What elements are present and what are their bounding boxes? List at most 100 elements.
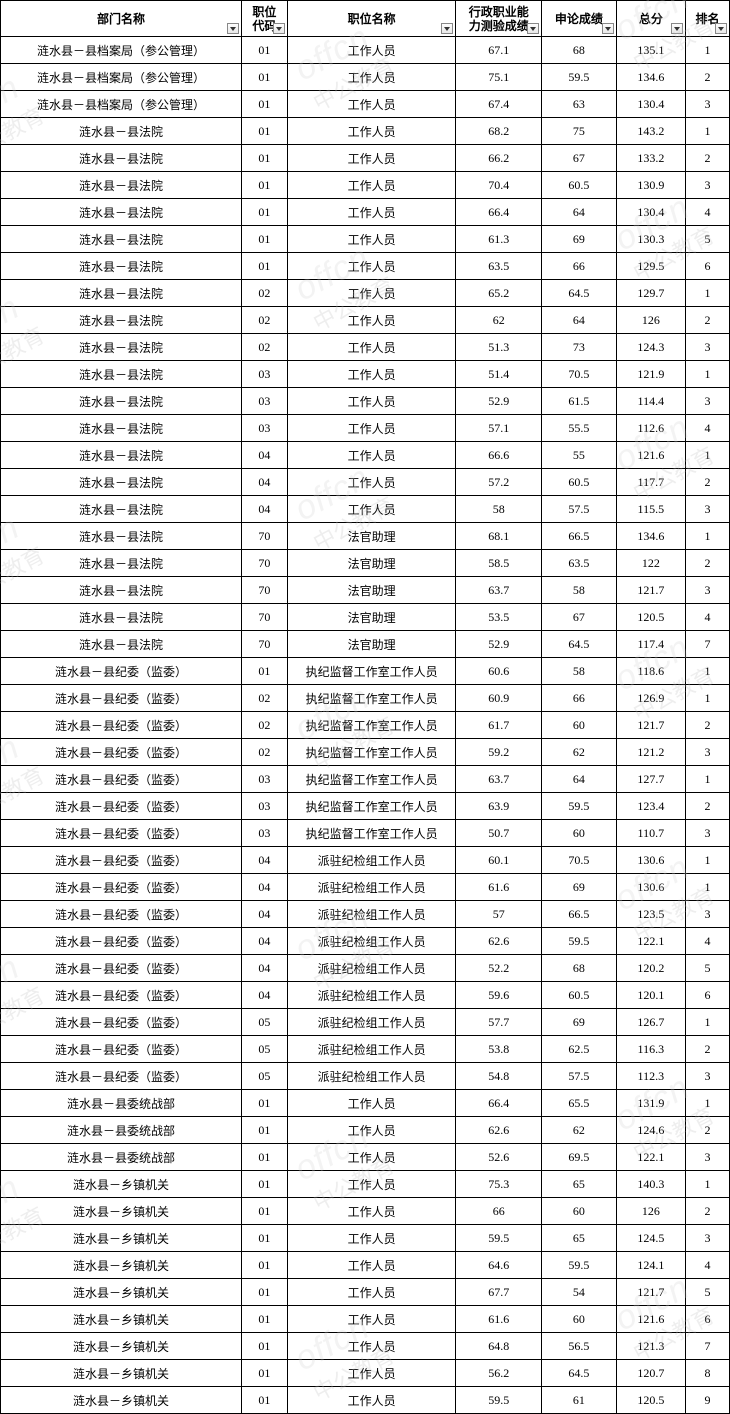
cell-tot: 134.6 — [616, 64, 685, 91]
cell-pos: 法官助理 — [287, 577, 455, 604]
cell-pos: 工作人员 — [287, 415, 455, 442]
cell-s1: 66.6 — [456, 442, 542, 469]
col-header-s2[interactable]: 申论成绩 — [542, 1, 617, 37]
cell-code: 70 — [241, 550, 287, 577]
cell-dept: 涟水县－县纪委（监委） — [1, 874, 242, 901]
cell-tot: 130.6 — [616, 847, 685, 874]
cell-dept: 涟水县－县纪委（监委） — [1, 847, 242, 874]
cell-dept: 涟水县－乡镇机关 — [1, 1360, 242, 1387]
cell-tot: 120.5 — [616, 604, 685, 631]
col-header-tot[interactable]: 总分 — [616, 1, 685, 37]
cell-code: 02 — [241, 280, 287, 307]
cell-s2: 68 — [542, 955, 617, 982]
cell-s2: 65.5 — [542, 1090, 617, 1117]
cell-pos: 工作人员 — [287, 442, 455, 469]
filter-dropdown-icon[interactable] — [227, 23, 239, 34]
table-row: 涟水县－县纪委（监委）02执纪监督工作室工作人员60.966126.91 — [1, 685, 730, 712]
cell-s1: 75.3 — [456, 1171, 542, 1198]
cell-s1: 51.4 — [456, 361, 542, 388]
cell-code: 02 — [241, 307, 287, 334]
cell-tot: 130.4 — [616, 91, 685, 118]
cell-pos: 工作人员 — [287, 388, 455, 415]
cell-dept: 涟水县－县法院 — [1, 226, 242, 253]
cell-rank: 1 — [686, 847, 730, 874]
table-row: 涟水县－县档案局（参公管理）01工作人员67.168135.11 — [1, 37, 730, 64]
cell-code: 03 — [241, 388, 287, 415]
table-row: 涟水县－乡镇机关01工作人员59.561120.59 — [1, 1387, 730, 1414]
cell-code: 05 — [241, 1009, 287, 1036]
cell-s1: 70.4 — [456, 172, 542, 199]
cell-tot: 133.2 — [616, 145, 685, 172]
cell-tot: 115.5 — [616, 496, 685, 523]
cell-rank: 7 — [686, 631, 730, 658]
cell-tot: 117.7 — [616, 469, 685, 496]
cell-tot: 126.9 — [616, 685, 685, 712]
cell-tot: 140.3 — [616, 1171, 685, 1198]
cell-code: 01 — [241, 91, 287, 118]
cell-dept: 涟水县－乡镇机关 — [1, 1279, 242, 1306]
cell-s2: 63 — [542, 91, 617, 118]
filter-dropdown-icon[interactable] — [671, 23, 683, 34]
cell-dept: 涟水县－县法院 — [1, 631, 242, 658]
col-header-s1[interactable]: 行政职业能 力测验成绩 — [456, 1, 542, 37]
filter-dropdown-icon[interactable] — [715, 23, 727, 34]
cell-pos: 工作人员 — [287, 64, 455, 91]
cell-dept: 涟水县－县档案局（参公管理） — [1, 37, 242, 64]
cell-code: 01 — [241, 658, 287, 685]
filter-dropdown-icon[interactable] — [602, 23, 614, 34]
cell-code: 04 — [241, 469, 287, 496]
cell-code: 70 — [241, 604, 287, 631]
cell-s2: 70.5 — [542, 361, 617, 388]
cell-tot: 127.7 — [616, 766, 685, 793]
cell-code: 02 — [241, 334, 287, 361]
cell-dept: 涟水县－乡镇机关 — [1, 1387, 242, 1414]
cell-s2: 66 — [542, 253, 617, 280]
table-row: 涟水县－县法院04工作人员66.655121.61 — [1, 442, 730, 469]
filter-dropdown-icon[interactable] — [527, 23, 539, 34]
cell-dept: 涟水县－县纪委（监委） — [1, 658, 242, 685]
cell-s2: 64.5 — [542, 280, 617, 307]
filter-dropdown-icon[interactable] — [441, 23, 453, 34]
cell-pos: 工作人员 — [287, 1225, 455, 1252]
table-row: 涟水县－县法院03工作人员51.470.5121.91 — [1, 361, 730, 388]
col-header-rank[interactable]: 排名 — [686, 1, 730, 37]
table-row: 涟水县－乡镇机关01工作人员64.856.5121.37 — [1, 1333, 730, 1360]
cell-s2: 66.5 — [542, 523, 617, 550]
cell-code: 04 — [241, 955, 287, 982]
cell-s2: 67 — [542, 604, 617, 631]
table-row: 涟水县－乡镇机关01工作人员67.754121.75 — [1, 1279, 730, 1306]
cell-dept: 涟水县－县委统战部 — [1, 1090, 242, 1117]
cell-rank: 3 — [686, 334, 730, 361]
cell-tot: 116.3 — [616, 1036, 685, 1063]
cell-code: 70 — [241, 523, 287, 550]
cell-s2: 75 — [542, 118, 617, 145]
col-header-code[interactable]: 职位 代码 — [241, 1, 287, 37]
cell-pos: 派驻纪检组工作人员 — [287, 928, 455, 955]
cell-tot: 121.2 — [616, 739, 685, 766]
cell-s1: 63.7 — [456, 577, 542, 604]
table-row: 涟水县－县纪委（监委）04派驻纪检组工作人员59.660.5120.16 — [1, 982, 730, 1009]
cell-dept: 涟水县－县法院 — [1, 604, 242, 631]
cell-rank: 3 — [686, 1063, 730, 1090]
cell-tot: 120.7 — [616, 1360, 685, 1387]
col-header-dept[interactable]: 部门名称 — [1, 1, 242, 37]
cell-pos: 工作人员 — [287, 199, 455, 226]
cell-s2: 63.5 — [542, 550, 617, 577]
table-row: 涟水县－县纪委（监委）03执纪监督工作室工作人员50.760110.73 — [1, 820, 730, 847]
cell-rank: 8 — [686, 1360, 730, 1387]
cell-s1: 64.6 — [456, 1252, 542, 1279]
cell-s1: 59.5 — [456, 1387, 542, 1414]
cell-s2: 69 — [542, 1009, 617, 1036]
col-header-pos[interactable]: 职位名称 — [287, 1, 455, 37]
cell-code: 02 — [241, 712, 287, 739]
cell-pos: 工作人员 — [287, 1144, 455, 1171]
cell-rank: 1 — [686, 874, 730, 901]
cell-tot: 135.1 — [616, 37, 685, 64]
cell-dept: 涟水县－县法院 — [1, 442, 242, 469]
cell-code: 70 — [241, 577, 287, 604]
cell-tot: 123.5 — [616, 901, 685, 928]
filter-dropdown-icon[interactable] — [273, 23, 285, 34]
cell-pos: 派驻纪检组工作人员 — [287, 1063, 455, 1090]
table-row: 涟水县－县纪委（监委）05派驻纪检组工作人员57.769126.71 — [1, 1009, 730, 1036]
table-row: 涟水县－乡镇机关01工作人员61.660121.66 — [1, 1306, 730, 1333]
